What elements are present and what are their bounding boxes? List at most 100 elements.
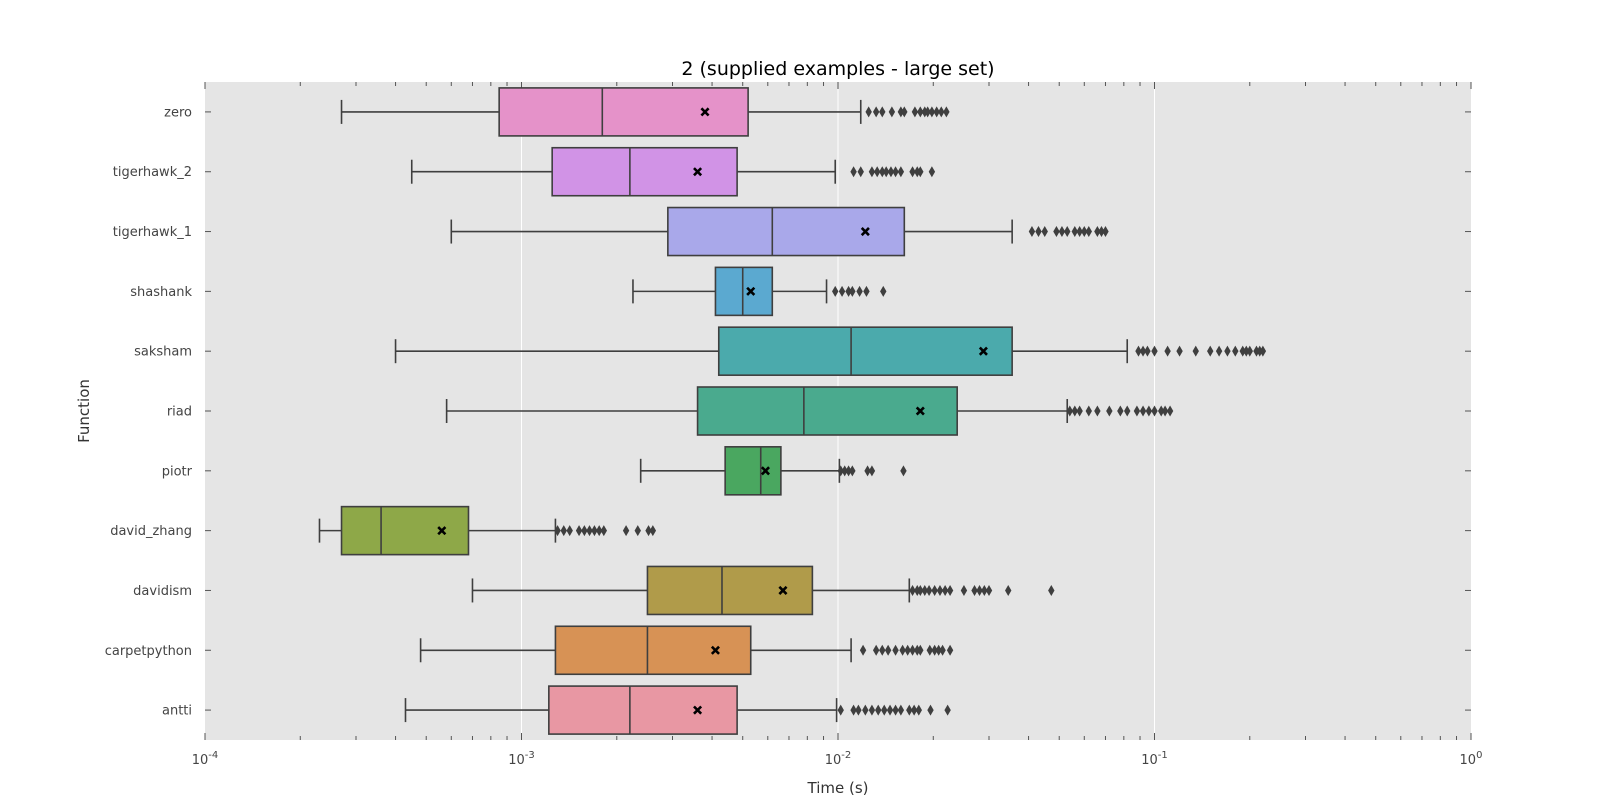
outlier-point	[865, 106, 872, 118]
outlier-point	[1239, 345, 1246, 357]
outlier-point	[1028, 226, 1036, 238]
y-tick-label: shashank	[130, 285, 192, 300]
outlier-point	[892, 644, 899, 656]
outlier-point	[875, 704, 882, 716]
outlier-point	[935, 644, 942, 656]
outlier-point	[892, 166, 899, 178]
outlier-point	[1139, 405, 1147, 417]
mean-marker	[978, 346, 988, 356]
iqr-box	[724, 446, 782, 496]
outlier-point	[622, 525, 630, 537]
outlier-point	[1076, 405, 1083, 417]
outlier-point	[897, 704, 905, 716]
outlier-point	[881, 704, 888, 716]
outlier-point	[985, 584, 993, 596]
outlier-point	[917, 106, 924, 118]
outlier-point	[1041, 226, 1048, 238]
iqr-box	[554, 625, 752, 676]
outlier-point	[981, 584, 988, 596]
outlier-point	[560, 525, 567, 537]
outlier-point	[1124, 405, 1131, 417]
outlier-point	[1133, 405, 1141, 417]
outlier-point	[1207, 345, 1214, 357]
outlier-point	[900, 465, 907, 477]
outlier-point	[911, 106, 919, 118]
outlier-point	[1253, 345, 1260, 357]
outlier-point	[880, 285, 887, 297]
outlier-point	[1161, 405, 1169, 417]
outlier-point	[901, 106, 908, 118]
outlier-point	[868, 465, 876, 477]
outlier-point	[917, 584, 924, 596]
x-tick-label: 10-2	[825, 750, 852, 768]
outlier-point	[1085, 405, 1092, 417]
outlier-point	[845, 465, 852, 477]
mean-marker	[710, 645, 720, 655]
outlier-point	[1094, 226, 1101, 238]
outlier-point	[915, 704, 922, 716]
outlier-point	[1048, 584, 1055, 596]
outlier-point	[1224, 345, 1231, 357]
x-tick-label-base: 10	[1460, 753, 1477, 768]
outlier-point	[1094, 405, 1101, 417]
outlier-point	[868, 166, 876, 178]
iqr-box	[340, 505, 470, 556]
outlier-point	[872, 644, 880, 656]
outlier-point	[917, 166, 924, 178]
outlier-point	[1071, 405, 1079, 417]
x-tick-label-exponent: -3	[525, 750, 535, 761]
x-tick-label: 10-4	[192, 750, 219, 768]
outlier-point	[1076, 226, 1083, 238]
boxes	[318, 87, 1267, 735]
outlier-point	[566, 525, 573, 537]
mean-marker	[693, 705, 703, 715]
y-tick-label: davidism	[133, 584, 192, 599]
outlier-point	[856, 285, 863, 297]
outlier-point	[1151, 405, 1158, 417]
outlier-point	[850, 704, 857, 716]
outlier-point	[841, 465, 848, 477]
x-tick-label-exponent: -4	[208, 750, 218, 761]
outlier-point	[1215, 345, 1223, 357]
outlier-point	[1192, 345, 1199, 357]
y-tick-label: zero	[164, 105, 192, 120]
mean-marker	[760, 466, 770, 476]
outlier-point	[1158, 405, 1165, 417]
outlier-point	[971, 584, 978, 596]
outlier-point	[938, 106, 945, 118]
outlier-point	[886, 704, 894, 716]
outlier-point	[925, 584, 933, 596]
outlier-point	[888, 106, 896, 118]
iqr-box	[714, 266, 774, 317]
outlier-point	[837, 465, 844, 477]
chart-title: 2 (supplied examples - large set)	[681, 58, 994, 80]
mean-marker	[860, 227, 870, 237]
outlier-point	[1145, 405, 1153, 417]
box-saksham	[394, 326, 1267, 376]
outlier-point	[909, 166, 916, 178]
outlier-point	[581, 525, 588, 537]
y-tick-label: david_zhang	[110, 524, 192, 539]
outlier-point	[586, 525, 593, 537]
y-tick-label: saksham	[134, 345, 192, 360]
outlier-point	[892, 704, 899, 716]
outlier-point	[855, 704, 862, 716]
outlier-point	[832, 285, 839, 297]
outlier-point	[1066, 405, 1074, 417]
outlier-point	[575, 525, 583, 537]
outlier-point	[645, 525, 652, 537]
outlier-point	[879, 106, 886, 118]
x-tick-label: 10-3	[508, 750, 535, 768]
box-shashank	[632, 266, 887, 317]
outlier-point	[909, 584, 916, 596]
outlier-point	[924, 106, 931, 118]
outlier-point	[863, 285, 870, 297]
outlier-point	[849, 285, 856, 297]
outlier-point	[838, 285, 846, 297]
x-tick-label-exponent: -2	[841, 750, 851, 761]
mean-marker	[778, 585, 788, 595]
iqr-box	[646, 565, 814, 616]
outlier-point	[1135, 345, 1142, 357]
outlier-point	[904, 644, 911, 656]
outlier-point	[1058, 226, 1066, 238]
